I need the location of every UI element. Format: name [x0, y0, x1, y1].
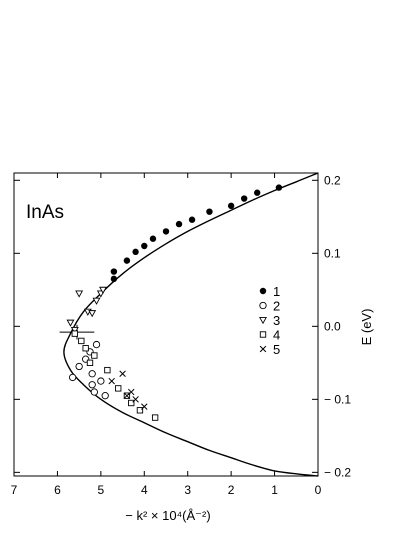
- legend-marker-4: [259, 331, 267, 338]
- x-tick-label-4: 3: [184, 483, 191, 497]
- y-tick-label-4: − 0.2: [324, 465, 351, 479]
- y-axis-label: E (eV): [359, 309, 374, 346]
- fit-curve: [63, 172, 319, 477]
- series-3-point-0: [66, 319, 75, 327]
- series-1-point-6: [175, 220, 183, 228]
- x-tick-label-0: 7: [11, 483, 18, 497]
- series-4-point-8: [128, 399, 135, 407]
- series-1-point-10: [132, 248, 139, 256]
- series-2-point-8: [88, 381, 96, 389]
- series-2-point-7: [101, 392, 109, 400]
- series-3-point-5: [92, 297, 101, 305]
- series-4-point-1: [78, 337, 85, 345]
- x-axis-label: − k² × 10⁴(Å⁻²): [125, 508, 210, 523]
- series-1-point-12: [110, 268, 118, 275]
- series-1-point-7: [162, 228, 170, 235]
- series-1-point-5: [188, 216, 196, 223]
- series-5-point-5: [141, 403, 148, 410]
- series-3-point-4: [88, 310, 97, 318]
- series-2-point-0: [68, 373, 77, 382]
- series-4-point-5: [104, 366, 111, 374]
- series-4-point-10: [151, 414, 159, 421]
- series-1-point-2: [240, 195, 248, 202]
- plot-frame: [13, 172, 319, 477]
- series-5-point-3: [132, 396, 139, 403]
- legend-marker-5: [259, 345, 267, 353]
- series-1-point-1: [254, 189, 261, 196]
- legend-marker-3: [259, 316, 267, 325]
- series-4-point-3: [86, 359, 94, 367]
- material-label: InAs: [26, 202, 64, 223]
- legend-marker-1: [259, 287, 267, 295]
- x-tick-label-3: 4: [141, 483, 148, 497]
- series-4-point-4: [91, 352, 98, 359]
- legend-label-4: 4: [273, 328, 280, 343]
- data-markers-group: [66, 184, 283, 421]
- legend-label-1: 1: [273, 284, 280, 299]
- series-4-point-2: [82, 345, 89, 352]
- y-tick-label-3: − 0.1: [324, 392, 351, 406]
- y-tick-label-2: 0.0: [324, 319, 341, 333]
- series-3-point-2: [75, 290, 84, 298]
- x-tick-label-5: 2: [228, 483, 235, 497]
- y-tick-label-0: 0.2: [324, 173, 341, 187]
- x-tick-label-7: 0: [315, 483, 322, 497]
- series-2-point-4: [92, 340, 101, 349]
- legend-marker-2: [259, 301, 267, 310]
- series-4-point-0: [71, 330, 78, 337]
- series-1-point-3: [227, 202, 235, 210]
- series-5-point-0: [108, 377, 115, 385]
- series-1-point-11: [123, 257, 131, 264]
- series-2-point-6: [97, 377, 105, 385]
- series-1-point-9: [141, 242, 148, 250]
- series-3-point-1: [70, 326, 79, 335]
- series-5-point-4: [123, 392, 131, 399]
- series-2-point-1: [75, 362, 83, 371]
- axis-ticks-group: 7 6 5 4 3 2 1 00.20.10.0− 0.1− 0.2: [11, 173, 351, 497]
- legend-label-2: 2: [273, 299, 280, 314]
- y-tick-label-1: 0.1: [324, 246, 341, 260]
- legend-label-3: 3: [273, 313, 280, 328]
- x-tick-label-6: 1: [271, 483, 278, 497]
- x-tick-label-1: 6: [54, 483, 61, 497]
- fit-curve-group: [63, 172, 319, 477]
- series-1-point-4: [206, 208, 213, 215]
- plot-frame-group: [13, 172, 319, 477]
- x-tick-label-2: 5: [98, 483, 105, 497]
- series-1-point-13: [110, 275, 118, 283]
- series-5-point-1: [119, 370, 126, 378]
- series-2-point-5: [88, 370, 96, 378]
- series-3-point-7: [99, 286, 107, 294]
- series-2-point-9: [90, 388, 98, 396]
- series-1-point-0: [275, 184, 283, 191]
- series-4-point-9: [136, 407, 144, 414]
- series-1-point-8: [149, 235, 157, 242]
- legend-label-5: 5: [273, 342, 280, 357]
- series-4-point-6: [115, 385, 122, 392]
